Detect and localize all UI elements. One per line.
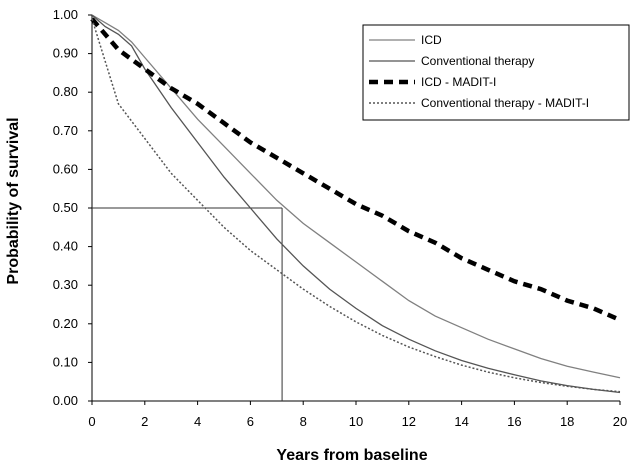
- y-tick-label: 0.80: [53, 84, 78, 99]
- series-line-2: [91, 14, 621, 394]
- x-axis-title: Years from baseline: [276, 447, 427, 464]
- legend-label: Conventional therapy - MADIT-I: [421, 96, 589, 110]
- y-tick-label: 0.00: [53, 393, 78, 408]
- x-axis-ticks: 0 2 4 6 8 10 12 14 16 18 20: [88, 401, 627, 429]
- y-tick-label: 0.40: [53, 239, 78, 254]
- x-tick-label: 8: [300, 414, 307, 429]
- y-tick-label: 1.00: [53, 7, 78, 22]
- y-tick-label: 0.50: [53, 200, 78, 215]
- x-tick-label: 10: [349, 414, 363, 429]
- y-axis-ticks: 0.00 0.10 0.20 0.30 0.40 0.50 0.60 0.70 0.80 0.90…: [53, 7, 92, 408]
- x-tick-label: 0: [88, 414, 95, 429]
- y-tick-label: 0.60: [53, 161, 78, 176]
- reference-lines: [92, 207, 283, 401]
- y-tick-label: 0.20: [53, 316, 78, 331]
- x-tick-label: 16: [507, 414, 521, 429]
- x-tick-label: 2: [141, 414, 148, 429]
- series-lines: [90, 14, 621, 394]
- y-tick-label: 0.30: [53, 277, 78, 292]
- series-line-1: [91, 14, 621, 379]
- y-tick-label: 0.10: [53, 354, 78, 369]
- x-tick-label: 20: [613, 414, 627, 429]
- y-axis-title: Probability of survival: [5, 117, 22, 284]
- legend-label: Conventional therapy: [421, 54, 534, 68]
- legend-box: [362, 24, 630, 121]
- x-tick-label: 18: [560, 414, 574, 429]
- y-tick-label: 0.90: [53, 46, 78, 61]
- series-line-4: [91, 18, 621, 393]
- y-tick-label: 0.70: [53, 123, 78, 138]
- legend: ICD Conventional therapy ICD - MADIT-I Conv…: [362, 24, 630, 121]
- x-tick-label: 14: [454, 414, 468, 429]
- x-tick-label: 4: [194, 414, 201, 429]
- x-tick-label: 6: [247, 414, 254, 429]
- x-tick-label: 12: [402, 414, 416, 429]
- legend-label: ICD: [421, 33, 442, 47]
- legend-label: ICD - MADIT-I: [421, 75, 496, 89]
